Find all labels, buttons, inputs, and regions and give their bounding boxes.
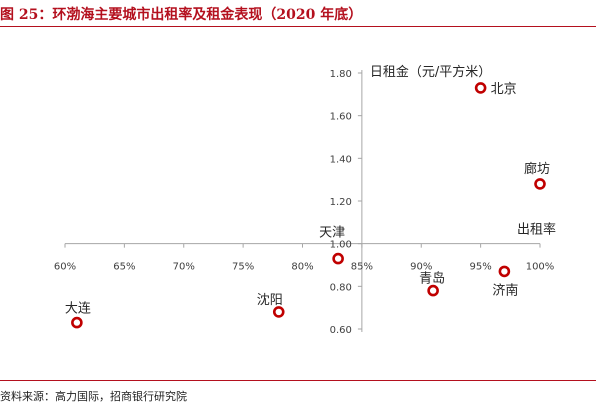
y-tick-label: 1.80: [330, 69, 352, 80]
data-point-label: 青岛: [419, 271, 445, 287]
x-tick-label: 75%: [232, 262, 254, 273]
chart-title: 图 25：环渤海主要城市出租率及租金表现（2020 年底）: [0, 7, 363, 23]
x-tick-label: 70%: [173, 262, 195, 273]
data-point-label: 沈阳: [257, 293, 283, 308]
data-point: [474, 82, 487, 94]
x-tick-label: 95%: [470, 262, 492, 273]
data-point: [272, 306, 285, 318]
y-tick-label: 1.60: [330, 112, 352, 123]
data-point-label: 济南: [492, 282, 518, 298]
data-point-label: 天津: [319, 226, 345, 241]
x-axis-title: 出租率: [517, 222, 556, 238]
data-point-label: 大连: [65, 301, 91, 317]
x-tick-label: 60%: [54, 262, 76, 273]
data-point: [498, 265, 511, 278]
y-axis-title: 日租金（元/平方米）: [370, 64, 491, 80]
data-point: [332, 252, 344, 265]
title-rule: [0, 26, 596, 27]
x-tick-label: 80%: [291, 262, 313, 273]
y-tick-label: 0.80: [330, 282, 352, 293]
x-tick-label: 100%: [526, 262, 555, 273]
source-note: 资料来源：高力国际，招商银行研究院: [0, 390, 187, 403]
y-tick-label: 1.20: [330, 197, 352, 208]
source-rule: [0, 380, 596, 381]
y-tick-label: 0.60: [330, 325, 352, 336]
data-point-label: 北京: [491, 82, 517, 97]
y-tick-label: 1.00: [330, 240, 352, 251]
data-point: [534, 178, 546, 190]
data-point: [71, 316, 83, 329]
data-point-label: 廊坊: [524, 161, 550, 177]
x-tick-label: 65%: [113, 262, 135, 273]
y-tick-label: 1.40: [330, 154, 352, 165]
x-tick-label: 85%: [351, 262, 373, 273]
data-point: [427, 284, 439, 297]
x-tick-label: 90%: [410, 262, 432, 273]
